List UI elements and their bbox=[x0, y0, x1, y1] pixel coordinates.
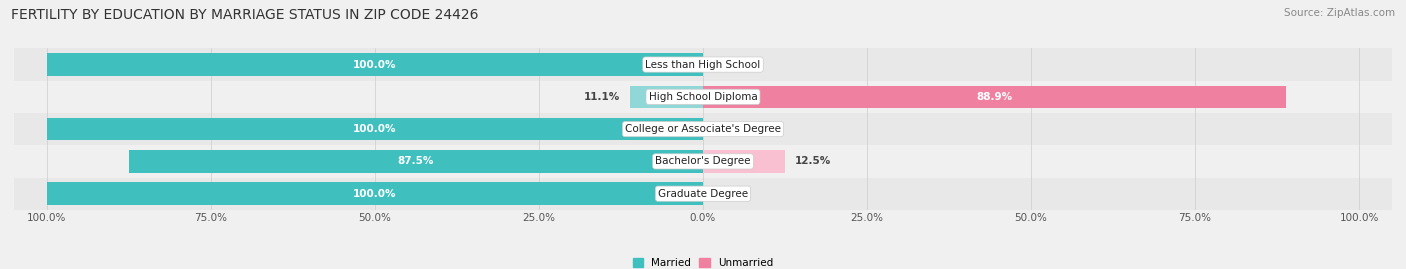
Legend: Married, Unmarried: Married, Unmarried bbox=[628, 254, 778, 269]
Text: 12.5%: 12.5% bbox=[794, 156, 831, 167]
Text: High School Diploma: High School Diploma bbox=[648, 92, 758, 102]
Bar bbox=[129, 150, 703, 173]
Text: 100.0%: 100.0% bbox=[353, 189, 396, 199]
Bar bbox=[14, 113, 1392, 145]
Text: 100.0%: 100.0% bbox=[353, 124, 396, 134]
Text: Source: ZipAtlas.com: Source: ZipAtlas.com bbox=[1284, 8, 1395, 18]
Text: Less than High School: Less than High School bbox=[645, 59, 761, 70]
Bar bbox=[703, 86, 1286, 108]
Bar bbox=[14, 145, 1392, 178]
Bar bbox=[46, 53, 703, 76]
Bar bbox=[14, 81, 1392, 113]
Text: 11.1%: 11.1% bbox=[583, 92, 620, 102]
Bar bbox=[630, 86, 703, 108]
Bar bbox=[46, 118, 703, 140]
Bar bbox=[46, 182, 703, 205]
Text: 100.0%: 100.0% bbox=[353, 59, 396, 70]
Bar bbox=[14, 178, 1392, 210]
Text: FERTILITY BY EDUCATION BY MARRIAGE STATUS IN ZIP CODE 24426: FERTILITY BY EDUCATION BY MARRIAGE STATU… bbox=[11, 8, 479, 22]
Text: College or Associate's Degree: College or Associate's Degree bbox=[626, 124, 780, 134]
Bar bbox=[703, 150, 785, 173]
Text: Graduate Degree: Graduate Degree bbox=[658, 189, 748, 199]
Text: 88.9%: 88.9% bbox=[977, 92, 1012, 102]
Text: 87.5%: 87.5% bbox=[398, 156, 434, 167]
Bar bbox=[14, 48, 1392, 81]
Text: Bachelor's Degree: Bachelor's Degree bbox=[655, 156, 751, 167]
